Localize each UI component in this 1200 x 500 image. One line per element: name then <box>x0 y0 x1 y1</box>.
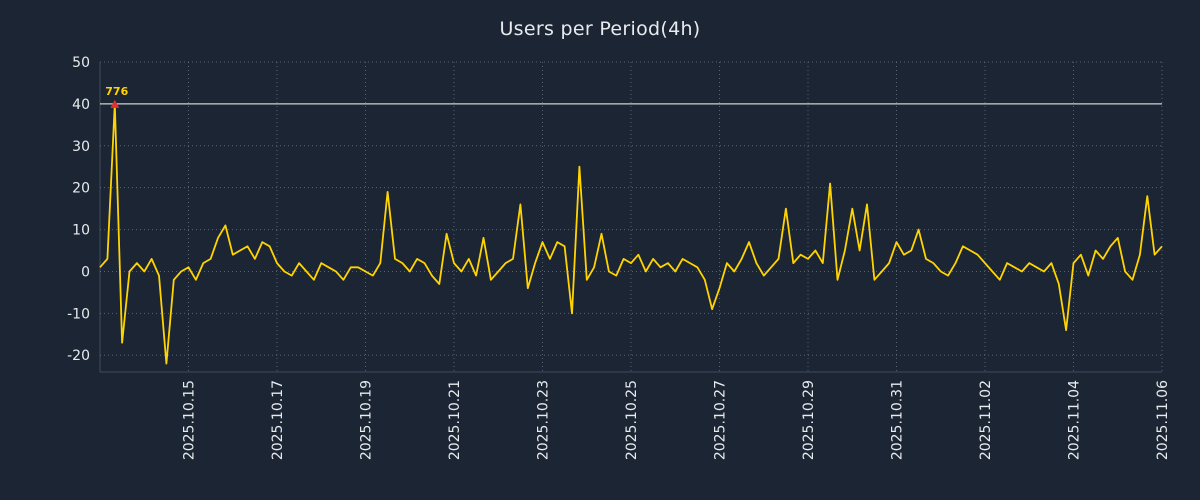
peak-annotation-label: 776 <box>105 85 128 98</box>
x-tick-label: 2025.11.02 <box>978 380 994 460</box>
y-tick-label: 40 <box>72 97 90 113</box>
series-line <box>99 103 1163 365</box>
x-tick-label: 2025.10.31 <box>890 380 906 460</box>
x-tick-label: 2025.10.21 <box>447 380 463 460</box>
y-tick-label: 50 <box>72 55 90 71</box>
y-tick-label: 20 <box>72 181 90 197</box>
y-tick-label: -10 <box>67 306 90 322</box>
x-tick-label: 2025.10.23 <box>536 380 552 460</box>
y-tick-label: 0 <box>81 264 90 280</box>
peak-marker-icon <box>110 99 120 108</box>
x-tick-label: 2025.10.27 <box>713 380 729 460</box>
x-tick-label: 2025.11.04 <box>1067 380 1083 460</box>
chart-title: Users per Period(4h) <box>499 18 701 40</box>
x-tick-label: 2025.10.19 <box>359 380 375 460</box>
y-tick-label: 30 <box>72 139 90 155</box>
x-tick-label: 2025.11.06 <box>1155 380 1171 460</box>
x-tick-label: 2025.10.29 <box>801 380 817 460</box>
y-tick-label: -20 <box>67 348 90 364</box>
x-tick-label: 2025.10.15 <box>182 380 198 460</box>
x-tick-label: 2025.10.25 <box>624 380 640 460</box>
x-tick-label: 2025.10.17 <box>270 380 286 460</box>
y-tick-label: 10 <box>72 223 90 239</box>
